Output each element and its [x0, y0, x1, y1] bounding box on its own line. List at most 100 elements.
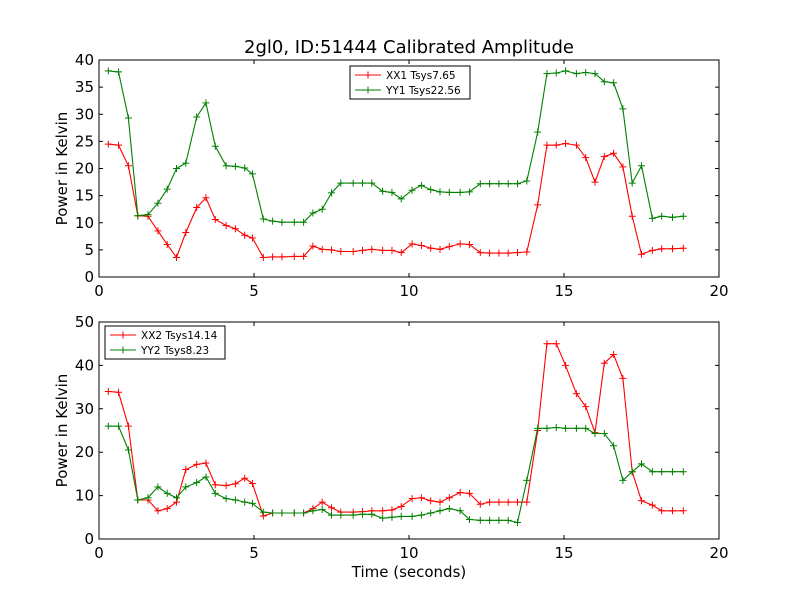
data-point — [300, 218, 308, 226]
legend: XX1 Tsys7.65 YY1 Tsys22.56 — [349, 65, 471, 100]
data-point — [388, 246, 396, 254]
data-point — [163, 489, 171, 497]
data-point — [628, 468, 636, 476]
data-point — [259, 215, 267, 223]
data-point — [572, 390, 580, 398]
data-point — [610, 79, 618, 87]
legend-marker — [364, 71, 372, 79]
legend-label: YY1 Tsys22.56 — [385, 85, 461, 97]
data-point — [124, 114, 132, 122]
data-point — [104, 422, 112, 430]
data-point — [408, 495, 416, 503]
data-point — [202, 459, 210, 467]
x-axis: 0 5 10 15 20 — [94, 60, 729, 300]
data-point — [523, 248, 531, 256]
data-point — [134, 212, 142, 220]
data-point — [445, 505, 453, 513]
legend-marker — [364, 86, 372, 94]
data-point — [582, 424, 590, 432]
data-point — [427, 186, 435, 194]
data-point — [202, 99, 210, 107]
series-2 — [104, 67, 687, 226]
data-point — [104, 387, 112, 395]
data-point — [278, 218, 286, 226]
data-point — [669, 245, 676, 253]
data-point — [337, 511, 345, 519]
x-axis-label: Time (seconds) — [351, 563, 467, 581]
data-point — [259, 253, 267, 261]
data-point — [318, 245, 326, 253]
data-point — [495, 498, 503, 506]
data-point — [173, 494, 180, 502]
data-point — [476, 249, 484, 257]
data-point — [397, 195, 405, 203]
data-point — [514, 498, 521, 506]
data-point — [397, 249, 405, 257]
data-point — [495, 516, 503, 524]
x-tick-label: 0 — [94, 282, 104, 300]
data-point — [115, 422, 123, 430]
data-point — [628, 179, 636, 187]
data-point — [476, 180, 484, 188]
data-point — [309, 507, 317, 515]
data-point — [486, 249, 494, 257]
y-tick-label: 30 — [75, 400, 94, 418]
data-point — [572, 70, 580, 78]
y-tick-label: 0 — [84, 530, 94, 548]
data-point — [436, 245, 444, 253]
data-point — [658, 507, 666, 515]
data-point — [514, 249, 521, 257]
data-point — [504, 180, 512, 188]
data-point — [445, 188, 453, 196]
data-point — [379, 514, 387, 522]
data-point — [600, 78, 608, 86]
data-point — [591, 430, 599, 438]
data-point — [379, 507, 387, 515]
data-point — [552, 340, 560, 348]
legend-label: YY2 Tsys8.23 — [140, 345, 209, 357]
x-tick-label: 15 — [554, 282, 573, 300]
data-point — [222, 162, 230, 170]
data-point — [173, 253, 180, 261]
y-tick-label: 35 — [75, 78, 94, 96]
y-tick-label: 0 — [84, 268, 94, 286]
data-point — [397, 512, 405, 520]
data-point — [619, 374, 627, 382]
data-point — [591, 178, 599, 186]
data-point — [309, 242, 317, 250]
top-subplot: 0 5 10 15 20 0 5 10 15 20 25 30 35 40 Power in Kelvin X… — [53, 51, 729, 300]
bottom-subplot: 0 5 10 15 20 0 10 20 30 40 50 Power in Kelvin XX2 Ts… — [53, 313, 729, 562]
data-point — [154, 199, 162, 207]
data-point — [543, 70, 551, 78]
data-point — [248, 479, 256, 487]
data-point — [388, 513, 396, 521]
data-point — [523, 177, 531, 185]
data-point — [619, 105, 627, 113]
legend-item-1: XX2 Tsys14.14 — [110, 330, 218, 342]
legend-item-1: XX1 Tsys7.65 — [355, 70, 456, 82]
data-point — [408, 186, 416, 194]
data-point — [638, 162, 645, 170]
data-point — [104, 140, 112, 148]
data-point — [300, 509, 308, 517]
data-point — [562, 67, 570, 75]
data-point — [182, 229, 190, 237]
data-point — [679, 507, 687, 515]
y-tick-label: 50 — [75, 313, 94, 331]
legend-box — [104, 325, 226, 360]
data-point — [359, 246, 366, 254]
data-point — [638, 250, 645, 258]
x-tick-label: 5 — [249, 282, 259, 300]
data-point — [445, 494, 453, 502]
data-point — [408, 240, 416, 248]
data-point — [124, 446, 132, 454]
data-point — [427, 244, 435, 252]
data-point — [248, 170, 256, 178]
data-point — [610, 149, 618, 157]
data-point — [534, 128, 542, 136]
data-point — [669, 213, 676, 221]
data-point — [259, 508, 267, 516]
x-tick-label: 0 — [94, 544, 104, 562]
data-point — [582, 68, 590, 76]
x-tick-label: 10 — [399, 544, 418, 562]
